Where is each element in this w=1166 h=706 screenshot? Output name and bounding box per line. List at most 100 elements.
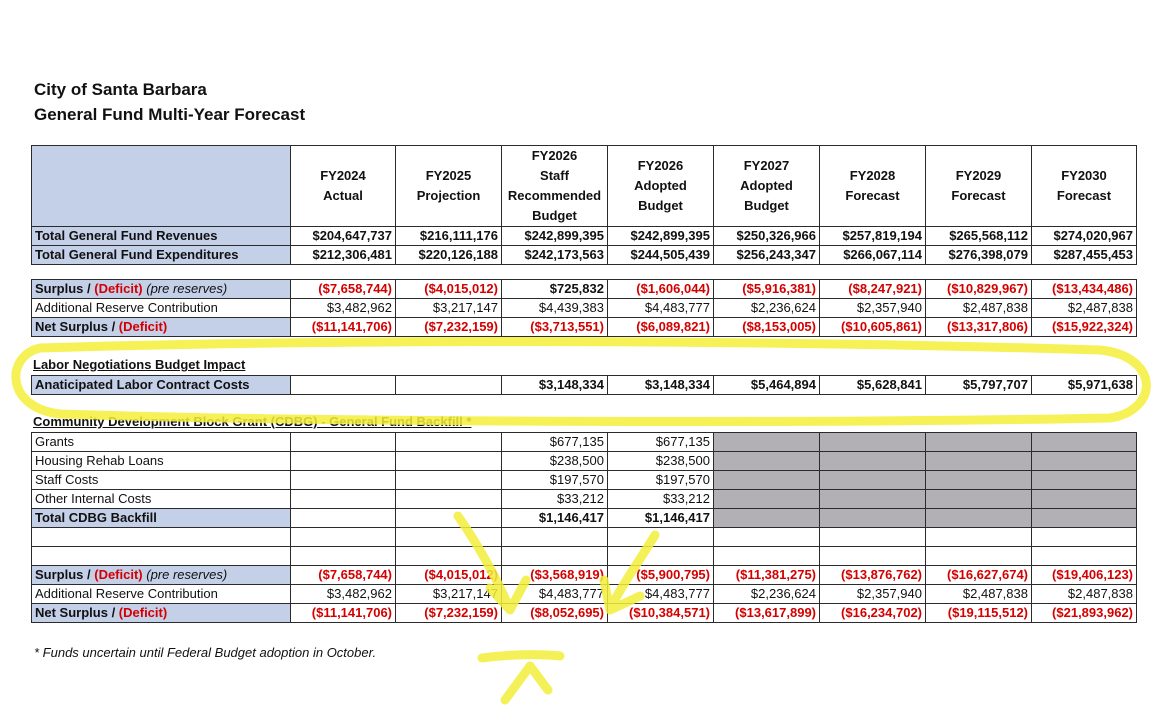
- cell: $3,148,334: [501, 375, 608, 395]
- cell: ($10,384,571): [607, 603, 714, 623]
- cell: ($7,232,159): [395, 603, 502, 623]
- cell: $2,357,940: [819, 298, 926, 318]
- column-header: FY2024 Actual: [290, 145, 396, 227]
- table-row-net-surplus: Net Surplus / (Deficit) ($11,141,706) ($…: [31, 317, 1137, 337]
- highlight-caret: [500, 661, 553, 705]
- title-city: City of Santa Barbara: [34, 80, 207, 99]
- row-label: Surplus / (Deficit) (pre reserves): [31, 565, 291, 585]
- row-label: Net Surplus / (Deficit): [31, 603, 291, 623]
- cell: $5,971,638: [1031, 375, 1137, 395]
- table-row-cdbg: Other Internal Costs $33,212 $33,212: [31, 489, 1137, 509]
- cell: $2,236,624: [713, 298, 820, 318]
- cell: $725,832: [501, 279, 608, 299]
- cell: $2,487,838: [1031, 584, 1137, 604]
- cell: $3,482,962: [290, 298, 396, 318]
- cell: ($5,900,795): [607, 565, 714, 585]
- table-row-net-surplus-2: Net Surplus / (Deficit) ($11,141,706) ($…: [31, 603, 1137, 623]
- row-label: Total General Fund Expenditures: [31, 245, 291, 265]
- cell: ($8,052,695): [501, 603, 608, 623]
- cell: $3,482,962: [290, 584, 396, 604]
- cell: $2,487,838: [925, 584, 1032, 604]
- cell: $287,455,453: [1031, 245, 1137, 265]
- cell: $242,899,395: [607, 226, 714, 246]
- cell: ($4,015,012): [395, 565, 502, 585]
- cell: $3,217,147: [395, 584, 502, 604]
- cell: $216,111,176: [395, 226, 502, 246]
- footnote: * Funds uncertain until Federal Budget a…: [34, 645, 377, 660]
- cell: ($3,713,551): [501, 317, 608, 337]
- table-row-reserve: Additional Reserve Contribution $3,482,9…: [31, 298, 1137, 318]
- document-title: City of Santa Barbara General Fund Multi…: [34, 77, 305, 127]
- highlight-underline: [477, 650, 565, 663]
- cell: ($13,876,762): [819, 565, 926, 585]
- table-row-empty: [31, 546, 1137, 566]
- table-row-cdbg: Staff Costs $197,570 $197,570: [31, 470, 1137, 490]
- cell: $197,570: [607, 470, 714, 490]
- cell: ($16,627,674): [925, 565, 1032, 585]
- cell: $265,568,112: [925, 226, 1032, 246]
- column-header: FY2026 Staff Recommended Budget: [501, 145, 608, 227]
- cell: ($10,829,967): [925, 279, 1032, 299]
- cell: ($8,247,921): [819, 279, 926, 299]
- cell: $238,500: [501, 451, 608, 471]
- cell: $4,483,777: [607, 584, 714, 604]
- cell: ($7,658,744): [290, 279, 396, 299]
- row-label: Staff Costs: [31, 470, 291, 490]
- cell: ($11,381,275): [713, 565, 820, 585]
- cell: $266,067,114: [819, 245, 926, 265]
- cell: ($13,317,806): [925, 317, 1032, 337]
- labor-table: Anaticipated Labor Contract Costs $3,148…: [31, 375, 1137, 395]
- cell: $204,647,737: [290, 226, 396, 246]
- table-row-expenditures: Total General Fund Expenditures $212,306…: [31, 245, 1137, 265]
- row-label: Anaticipated Labor Contract Costs: [31, 375, 291, 395]
- cell: $4,483,777: [501, 584, 608, 604]
- cell: $5,464,894: [713, 375, 820, 395]
- cdbg-table: Grants $677,135 $677,135 Housing Rehab L…: [31, 432, 1137, 623]
- cell: $242,173,563: [501, 245, 608, 265]
- surplus-table: Surplus / (Deficit) (pre reserves) ($7,6…: [31, 279, 1137, 337]
- cell: $5,797,707: [925, 375, 1032, 395]
- row-label: Additional Reserve Contribution: [31, 584, 291, 604]
- cell: $4,483,777: [607, 298, 714, 318]
- cell: $276,398,079: [925, 245, 1032, 265]
- row-label: Surplus / (Deficit) (pre reserves): [31, 279, 291, 299]
- cell: $33,212: [607, 489, 714, 509]
- header-label-cell: [31, 145, 291, 227]
- cell: $33,212: [501, 489, 608, 509]
- row-label: Additional Reserve Contribution: [31, 298, 291, 318]
- cell: ($19,406,123): [1031, 565, 1137, 585]
- cell: ($6,089,821): [607, 317, 714, 337]
- header-row: FY2024 Actual FY2025 Projection FY2026 Staf…: [31, 145, 1137, 227]
- cell: ($11,141,706): [290, 317, 396, 337]
- row-label: Housing Rehab Loans: [31, 451, 291, 471]
- cell: $3,148,334: [607, 375, 714, 395]
- cell: ($10,605,861): [819, 317, 926, 337]
- cell: $250,326,966: [713, 226, 820, 246]
- cell: $238,500: [607, 451, 714, 471]
- cell: ($3,568,919): [501, 565, 608, 585]
- cell: ($5,916,381): [713, 279, 820, 299]
- cell: $256,243,347: [713, 245, 820, 265]
- table-row-empty: [31, 527, 1137, 547]
- column-header: FY2027 Adopted Budget: [713, 145, 820, 227]
- cell: $4,439,383: [501, 298, 608, 318]
- column-header: FY2029 Forecast: [925, 145, 1032, 227]
- column-header: FY2026 Adopted Budget: [607, 145, 714, 227]
- table-row-surplus-2: Surplus / (Deficit) (pre reserves) ($7,6…: [31, 565, 1137, 585]
- cell: $212,306,481: [290, 245, 396, 265]
- cell: ($15,922,324): [1031, 317, 1137, 337]
- cell: ($13,617,899): [713, 603, 820, 623]
- cell: ($7,232,159): [395, 317, 502, 337]
- table-row-reserve-2: Additional Reserve Contribution $3,482,9…: [31, 584, 1137, 604]
- cell: $2,487,838: [925, 298, 1032, 318]
- cell: $677,135: [607, 432, 714, 452]
- cell: ($7,658,744): [290, 565, 396, 585]
- cell: ($16,234,702): [819, 603, 926, 623]
- cell: $244,505,439: [607, 245, 714, 265]
- row-label: Other Internal Costs: [31, 489, 291, 509]
- row-label: Grants: [31, 432, 291, 452]
- cell: ($19,115,512): [925, 603, 1032, 623]
- cell: ($11,141,706): [290, 603, 396, 623]
- section-title-cdbg: Community Development Block Grant (CDBG)…: [33, 414, 472, 429]
- cell: $3,217,147: [395, 298, 502, 318]
